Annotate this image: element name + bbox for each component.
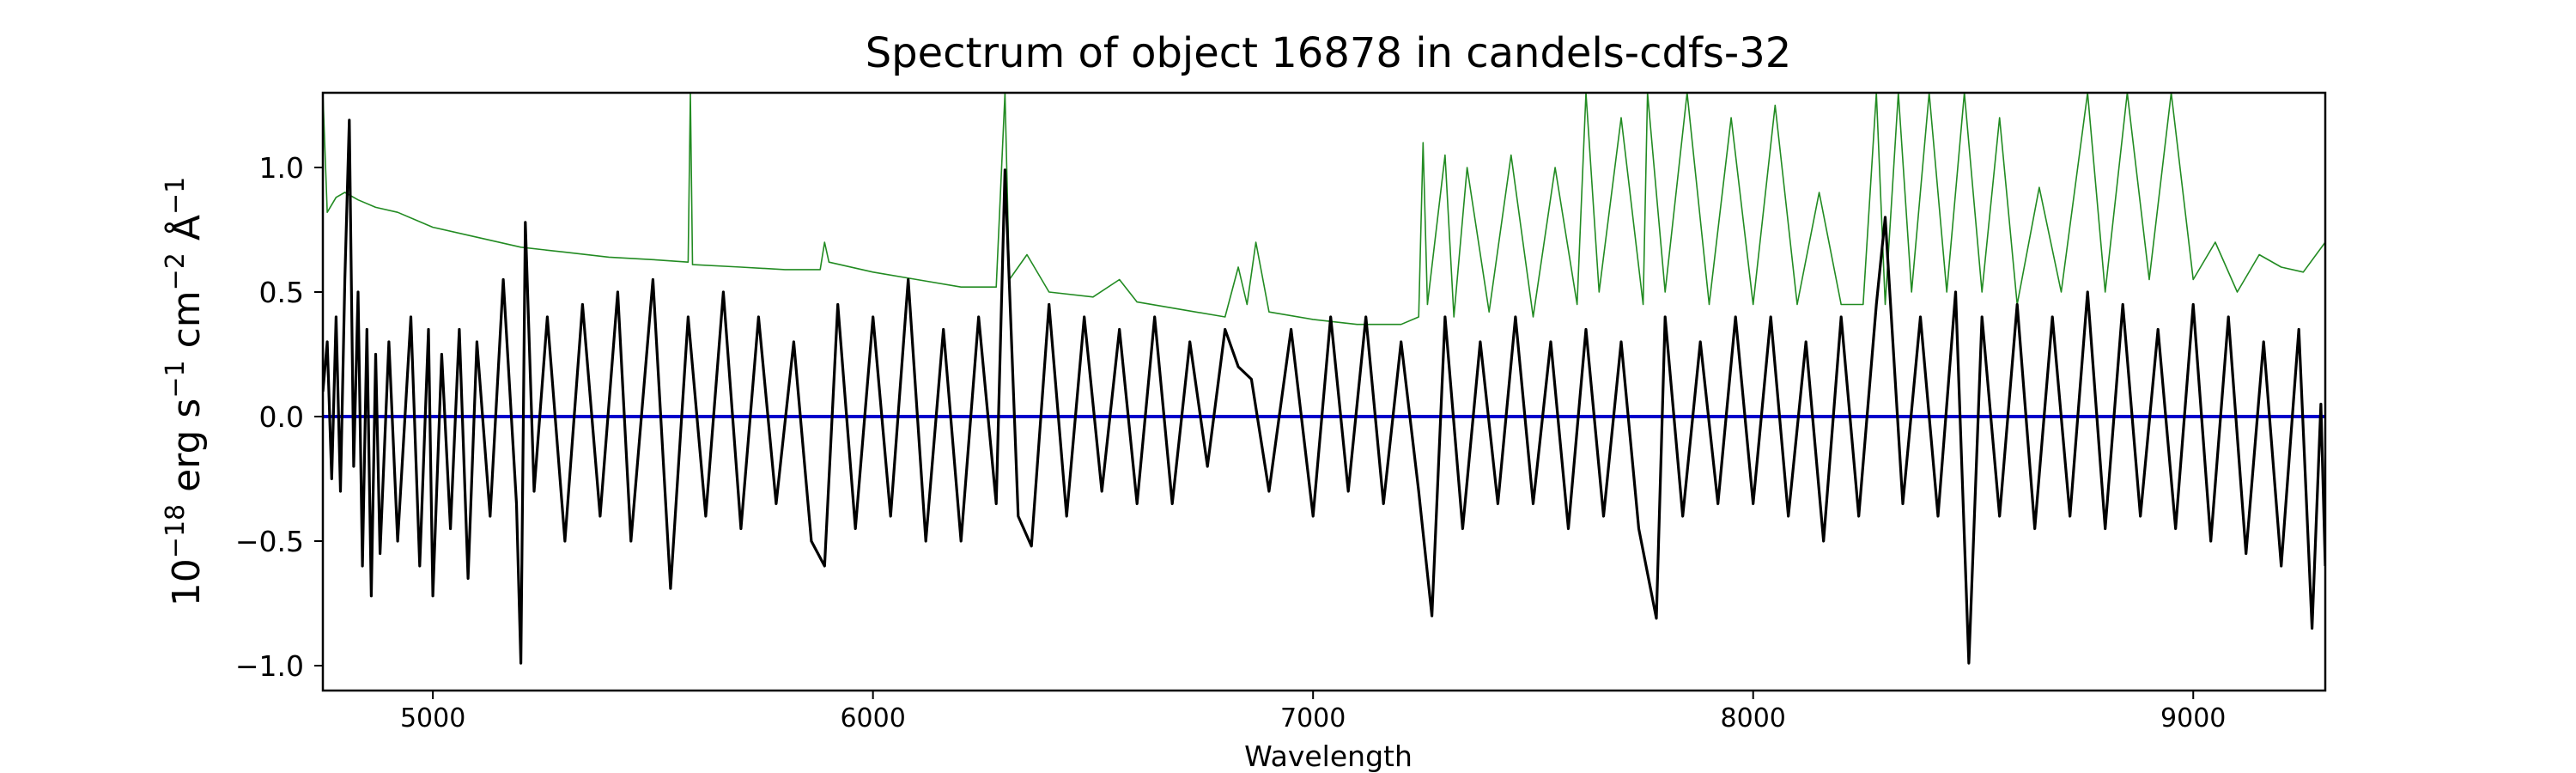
x-tick-label: 6000	[840, 703, 905, 733]
y-label-base-exponent: −18	[161, 504, 191, 558]
y-label-cm: cm	[165, 290, 209, 360]
y-label-cm-exponent: −2	[161, 253, 191, 290]
error-series-line	[323, 93, 2325, 326]
x-tick-label: 9000	[2160, 703, 2226, 733]
series-layer	[323, 93, 2325, 665]
x-tick-label: 5000	[400, 703, 465, 733]
y-tick-label: −1.0	[235, 649, 304, 683]
y-tick-label: 0.5	[259, 276, 304, 309]
y-tick-label: −0.5	[235, 525, 304, 558]
y-axis-label: 10−18 erg s−1 cm−2 Å−1	[161, 177, 209, 606]
x-tick-label: 8000	[1721, 703, 1786, 733]
y-label-angstrom: Å	[163, 215, 209, 253]
x-axis-label: Wavelength	[1244, 740, 1413, 773]
flux-series-line	[323, 119, 2325, 665]
chart-title: Spectrum of object 16878 in candels-cdfs…	[866, 29, 1792, 77]
x-tick-label: 7000	[1280, 703, 1346, 733]
plot-frame	[321, 91, 2327, 692]
y-label-base: 10	[165, 558, 209, 606]
y-label-s-exponent: −1	[161, 360, 191, 398]
y-axis-ticks: −1.0 −0.5 0.0 0.5 1.0	[235, 151, 323, 683]
x-axis-ticks: 5000 6000 7000 8000 9000	[400, 691, 2226, 733]
y-tick-label: 0.0	[259, 400, 304, 434]
y-label-erg-s: erg s	[165, 399, 209, 504]
y-label-angstrom-exponent: −1	[161, 177, 191, 215]
y-tick-label: 1.0	[259, 151, 304, 185]
